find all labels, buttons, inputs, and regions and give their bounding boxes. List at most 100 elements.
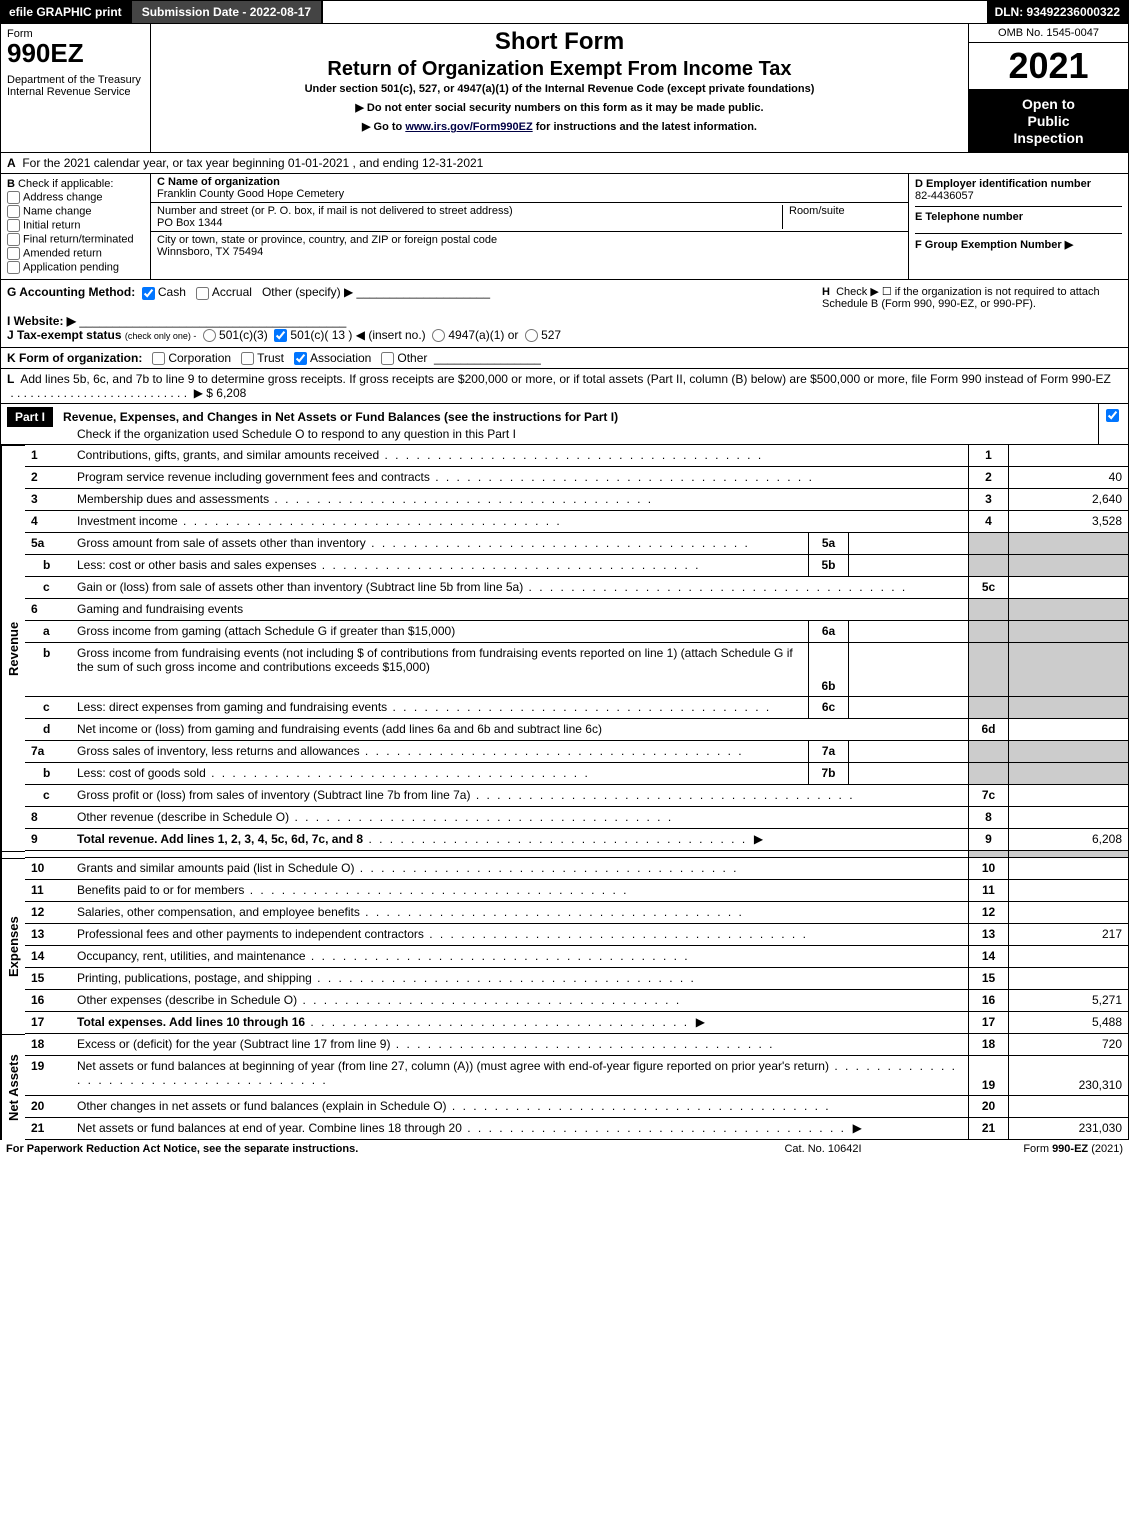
l20-rnum: 20	[968, 1096, 1008, 1117]
l9-rval: 6,208	[1008, 829, 1128, 850]
name-change-checkbox[interactable]	[7, 205, 20, 218]
accounting-cash-checkbox[interactable]	[142, 287, 155, 300]
line-7c: c Gross profit or (loss) from sales of i…	[25, 785, 1129, 807]
line-6b: b Gross income from fundraising events (…	[25, 643, 1129, 697]
address-change-checkbox[interactable]	[7, 191, 20, 204]
l6a-rval-shaded	[1008, 621, 1128, 642]
line-2: 2 Program service revenue including gove…	[25, 467, 1129, 489]
section-a-text: For the 2021 calendar year, or tax year …	[22, 156, 483, 170]
goto-instructions: ▶ Go to www.irs.gov/Form990EZ for instru…	[157, 120, 962, 133]
l-prefix: L	[7, 372, 14, 386]
l1-desc: Contributions, gifts, grants, and simila…	[73, 445, 968, 466]
irs-form-link[interactable]: www.irs.gov/Form990EZ	[405, 121, 532, 133]
l16-num: 16	[25, 990, 73, 1011]
b-opt-application-pending[interactable]: Application pending	[7, 261, 144, 274]
k-line: ________________	[434, 351, 541, 365]
l7a-rval-shaded	[1008, 741, 1128, 762]
efile-graphic-print-button[interactable]: efile GRAPHIC print	[1, 1, 130, 23]
line-11: 11 Benefits paid to or for members 11	[25, 880, 1129, 902]
l6a-mnum: 6a	[808, 621, 848, 642]
k-trust-checkbox[interactable]	[241, 352, 254, 365]
expenses-body: 10 Grants and similar amounts paid (list…	[25, 858, 1129, 1034]
l15-rnum: 15	[968, 968, 1008, 989]
b-opt-address-change[interactable]: Address change	[7, 191, 144, 204]
net-assets-body: 18 Excess or (deficit) for the year (Sub…	[25, 1034, 1129, 1140]
section-l: L Add lines 5b, 6c, and 7b to line 9 to …	[0, 369, 1129, 404]
revenue-body: 1 Contributions, gifts, grants, and simi…	[25, 445, 1129, 851]
line-10: 10 Grants and similar amounts paid (list…	[25, 858, 1129, 880]
part1-schedule-o-checkbox[interactable]	[1106, 409, 1119, 422]
j-527-radio[interactable]	[525, 329, 538, 342]
k-association-checkbox[interactable]	[294, 352, 307, 365]
l6c-mval	[848, 697, 968, 718]
footer-center: Cat. No. 10642I	[723, 1143, 923, 1155]
amended-return-checkbox[interactable]	[7, 247, 20, 260]
line-5c: c Gain or (loss) from sale of assets oth…	[25, 577, 1129, 599]
l6-desc: Gaming and fundraising events	[73, 599, 968, 620]
spacer-rval	[1008, 851, 1128, 857]
f-label: F Group Exemption Number ▶	[915, 239, 1073, 251]
l12-rval	[1008, 902, 1128, 923]
section-c: C Name of organization Franklin County G…	[151, 174, 908, 279]
j-501c3-radio[interactable]	[203, 329, 216, 342]
g-other-line: ____________________	[357, 285, 490, 299]
b-opt-2-label: Initial return	[23, 220, 80, 232]
section-def: D Employer identification number 82-4436…	[908, 174, 1128, 279]
part1-header-row: Part I Revenue, Expenses, and Changes in…	[0, 404, 1129, 445]
part1-badge: Part I	[7, 407, 53, 427]
l10-desc: Grants and similar amounts paid (list in…	[73, 858, 968, 879]
line-17: 17 Total expenses. Add lines 10 through …	[25, 1012, 1129, 1034]
l6b-rnum-shaded	[968, 643, 1008, 696]
j-opt2: 501(c)( 13 ) ◀ (insert no.)	[290, 328, 425, 342]
l5b-mval	[848, 555, 968, 576]
l6d-rval	[1008, 719, 1128, 740]
l5a-mnum: 5a	[808, 533, 848, 554]
l4-desc: Investment income	[73, 511, 968, 532]
l6d-rnum: 6d	[968, 719, 1008, 740]
line-7b: b Less: cost of goods sold 7b	[25, 763, 1129, 785]
l5a-rval-shaded	[1008, 533, 1128, 554]
k-other-checkbox[interactable]	[381, 352, 394, 365]
dln-label: DLN: 93492236000322	[987, 1, 1128, 23]
l7b-rnum-shaded	[968, 763, 1008, 784]
b-opt-initial-return[interactable]: Initial return	[7, 219, 144, 232]
line-20: 20 Other changes in net assets or fund b…	[25, 1096, 1129, 1118]
j-501c-radio[interactable]	[274, 329, 287, 342]
k-opt0: Corporation	[168, 351, 231, 365]
revenue-side-label: Revenue	[1, 445, 25, 851]
l3-rnum: 3	[968, 489, 1008, 510]
l10-num: 10	[25, 858, 73, 879]
part1-title-cell: Part I Revenue, Expenses, and Changes in…	[1, 404, 1098, 444]
line-3: 3 Membership dues and assessments 3 2,64…	[25, 489, 1129, 511]
b-opt-name-change[interactable]: Name change	[7, 205, 144, 218]
l6a-num: a	[25, 621, 73, 642]
l5a-desc: Gross amount from sale of assets other t…	[73, 533, 808, 554]
application-pending-checkbox[interactable]	[7, 261, 20, 274]
initial-return-checkbox[interactable]	[7, 219, 20, 232]
k-opt1: Trust	[257, 351, 284, 365]
b-opt-amended-return[interactable]: Amended return	[7, 247, 144, 260]
inspection-l3: Inspection	[973, 130, 1124, 147]
section-gh: G Accounting Method: Cash Accrual Other …	[0, 280, 1129, 348]
net-assets-table: Net Assets 18 Excess or (deficit) for th…	[0, 1034, 1129, 1140]
j-4947-radio[interactable]	[432, 329, 445, 342]
accounting-accrual-checkbox[interactable]	[196, 287, 209, 300]
l13-num: 13	[25, 924, 73, 945]
l7a-mnum: 7a	[808, 741, 848, 762]
l6d-num: d	[25, 719, 73, 740]
org-name-value: Franklin County Good Hope Cemetery	[157, 188, 902, 200]
i-line: ________________________________________	[79, 314, 346, 328]
line-6c: c Less: direct expenses from gaming and …	[25, 697, 1129, 719]
l12-desc: Salaries, other compensation, and employ…	[73, 902, 968, 923]
l13-desc: Professional fees and other payments to …	[73, 924, 968, 945]
l21-desc: Net assets or fund balances at end of ye…	[73, 1118, 968, 1139]
final-return-checkbox[interactable]	[7, 233, 20, 246]
k-corporation-checkbox[interactable]	[152, 352, 165, 365]
revenue-table: Revenue 1 Contributions, gifts, grants, …	[0, 445, 1129, 851]
b-opt-final-return[interactable]: Final return/terminated	[7, 233, 144, 246]
l3-num: 3	[25, 489, 73, 510]
part1-check-cell	[1098, 404, 1128, 444]
line-12: 12 Salaries, other compensation, and emp…	[25, 902, 1129, 924]
b-opt-1-label: Name change	[23, 206, 92, 218]
e-label: E Telephone number	[915, 211, 1023, 223]
